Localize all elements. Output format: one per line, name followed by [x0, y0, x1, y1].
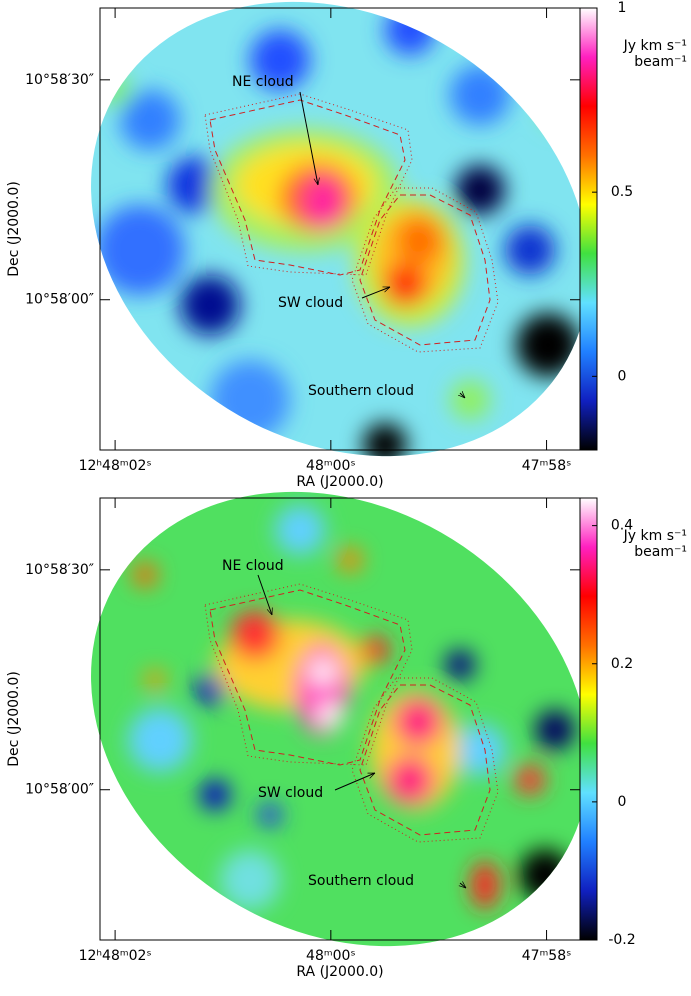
plot-frame: [99, 497, 581, 941]
y-tick-label: 10°58′30″: [25, 72, 94, 88]
colorbar-units: Jy km s⁻¹: [623, 38, 687, 54]
colorbar-tick-label: 0.2: [611, 656, 633, 672]
x-tick-label: 47ᵐ58ˢ: [522, 948, 572, 964]
colorbar: [579, 497, 598, 941]
colorbar-tick-label: 0.4: [611, 518, 633, 534]
colorbar-tick-label: 1: [618, 0, 627, 16]
x-axis-label: RA (J2000.0): [296, 964, 383, 980]
annotation: NE cloud: [232, 74, 294, 90]
annotation: SW cloud: [258, 785, 323, 801]
y-tick-label: 10°58′00″: [25, 782, 94, 798]
annotation: NE cloud: [222, 558, 284, 574]
y-axis-label: Dec (J2000.0): [6, 181, 22, 277]
x-axis-label: RA (J2000.0): [296, 474, 383, 490]
colorbar: [579, 7, 598, 451]
annotation: SW cloud: [278, 295, 343, 311]
x-tick-label: 12ʰ48ᵐ02ˢ: [79, 458, 152, 474]
x-tick-label: 12ʰ48ᵐ02ˢ: [79, 948, 152, 964]
annotation: Southern cloud: [308, 873, 414, 889]
y-tick-label: 10°58′00″: [25, 292, 94, 308]
x-tick-label: 48ᵐ00ˢ: [306, 458, 356, 474]
colorbar-tick-label: 0.5: [611, 184, 633, 200]
annotation: Southern cloud: [308, 383, 414, 399]
x-tick-label: 47ᵐ58ˢ: [522, 458, 572, 474]
colorbar-units: beam⁻¹: [634, 544, 687, 560]
colorbar-units: Jy km s⁻¹: [623, 528, 687, 544]
colorbar-tick-label: 0: [618, 794, 627, 810]
plot-frame: [99, 7, 581, 451]
x-tick-label: 48ᵐ00ˢ: [306, 948, 356, 964]
colorbar-units: beam⁻¹: [634, 54, 687, 70]
colorbar-tick-label: 0: [618, 368, 627, 384]
y-tick-label: 10°58′30″: [25, 562, 94, 578]
y-axis-label: Dec (J2000.0): [6, 671, 22, 767]
colorbar-tick-label: -0.2: [608, 932, 635, 948]
